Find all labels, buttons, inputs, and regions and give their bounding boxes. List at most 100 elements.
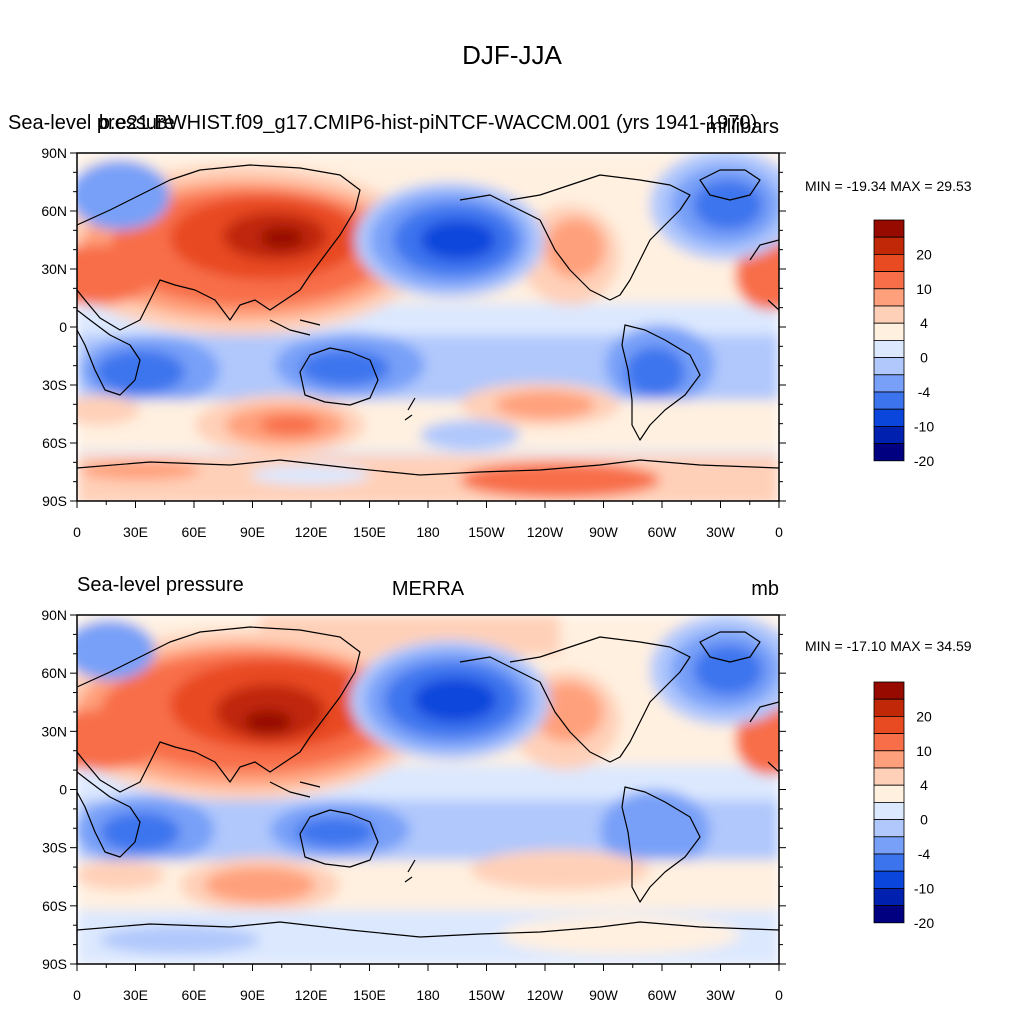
lon-tick-label: 0 <box>775 987 783 1003</box>
colorbar-label: 4 <box>920 777 928 793</box>
lon-tick-label: 60E <box>182 987 207 1003</box>
lon-tick-label: 90E <box>240 524 265 540</box>
panel1-left-title: Sea-level pressure <box>8 112 175 134</box>
lon-tick-label: 30E <box>123 987 148 1003</box>
panel2-units: mb <box>751 578 779 600</box>
colorbar-label: 4 <box>920 315 928 331</box>
lat-tick-label: 0 <box>59 319 67 335</box>
lat-tick-label: 60N <box>41 665 67 681</box>
colorbar-box <box>873 305 905 324</box>
colorbar-label: -10 <box>914 418 934 434</box>
lat-tick-label: 60S <box>42 898 67 914</box>
lon-tick-label: 120E <box>295 524 328 540</box>
colorbar-box <box>873 339 905 358</box>
colorbar-label: -20 <box>914 453 934 469</box>
lat-tick-label: 30S <box>42 377 67 393</box>
colorbar-box <box>873 784 905 803</box>
colorbar-label: -20 <box>914 915 934 931</box>
lon-tick-label: 150E <box>353 987 386 1003</box>
panel2-center-title: MERRA <box>391 578 465 600</box>
lon-tick-label: 120W <box>527 987 564 1003</box>
colorbar-box <box>873 888 905 907</box>
page-title: DJF-JJA <box>462 40 562 70</box>
lat-tick-label: 90S <box>42 956 67 972</box>
colorbar-label: -4 <box>918 846 931 862</box>
colorbar-box <box>873 219 905 238</box>
lat-tick-label: 30S <box>42 840 67 856</box>
panel1-units: millibars <box>705 116 779 138</box>
colorbar-label: 0 <box>920 812 928 828</box>
colorbar-label: -10 <box>914 880 934 896</box>
lon-tick-label: 120W <box>527 524 564 540</box>
lat-tick-label: 30N <box>41 261 67 277</box>
colorbar-box <box>873 681 905 700</box>
colorbar-box <box>873 236 905 255</box>
coastlines-1 <box>77 164 779 476</box>
colorbar-label: -4 <box>918 384 931 400</box>
colorbar-box <box>873 443 905 462</box>
panel2-left-title: Sea-level pressure <box>77 574 244 596</box>
colorbar-box <box>873 357 905 376</box>
colorbar-box <box>873 870 905 889</box>
panel2-minmax: MIN = -17.10 MAX = 34.59 <box>805 638 972 654</box>
colorbar-label: 0 <box>920 350 928 366</box>
lon-tick-label: 150W <box>468 524 505 540</box>
axes-layer: 0 30E 60E 90E 120E 150E 180 150W 120W 90W 60W 30W 09… <box>41 145 786 1003</box>
lon-tick-label: 60W <box>648 524 678 540</box>
panel1-center-title: b.e21.BWHIST.f09_g17.CMIP6-hist-piNTCF-W… <box>98 112 758 134</box>
colorbar-box <box>873 836 905 855</box>
colorbar-label: 10 <box>916 281 932 297</box>
colorbar-box <box>873 750 905 769</box>
colorbar-box <box>873 905 905 924</box>
colorbar-box <box>873 853 905 872</box>
legends-layer: 20 10 4 0 -4 -10 -20 20 10 4 0 -4 -10 -20 <box>873 219 934 931</box>
lat-tick-label: 90S <box>42 493 67 509</box>
lat-tick-label: 90N <box>41 145 67 161</box>
map-panel-2 <box>77 615 779 964</box>
coastlines-2 <box>77 626 779 938</box>
lon-tick-label: 30W <box>706 524 736 540</box>
colorbar-box <box>873 767 905 786</box>
colorbar-box <box>873 802 905 821</box>
colorbar-box <box>873 374 905 393</box>
lon-tick-label: 180 <box>416 524 440 540</box>
field-2 <box>77 615 779 964</box>
colorbar-box <box>873 716 905 735</box>
colorbar-box <box>873 425 905 444</box>
colorbar-box <box>873 253 905 272</box>
lon-tick-label: 0 <box>775 524 783 540</box>
colorbar-box <box>873 733 905 752</box>
lon-tick-label: 30E <box>123 524 148 540</box>
lon-tick-label: 60E <box>182 524 207 540</box>
colorbar-box <box>873 288 905 307</box>
lat-tick-label: 0 <box>59 782 67 798</box>
field-1 <box>77 153 779 501</box>
lat-tick-label: 60N <box>41 203 67 219</box>
colorbar-box <box>873 271 905 290</box>
lon-tick-label: 60W <box>648 987 678 1003</box>
colorbar-box <box>873 391 905 410</box>
lon-tick-label: 180 <box>416 987 440 1003</box>
colorbar-label: 10 <box>916 743 932 759</box>
lat-tick-label: 30N <box>41 723 67 739</box>
colorbar-box <box>873 698 905 717</box>
lon-tick-label: 90W <box>589 524 619 540</box>
lat-tick-label: 60S <box>42 435 67 451</box>
map-panel-1 <box>77 153 779 501</box>
lon-tick-label: 150W <box>468 987 505 1003</box>
colorbar-box <box>873 322 905 341</box>
lon-tick-label: 30W <box>706 987 736 1003</box>
lon-tick-label: 90W <box>589 987 619 1003</box>
panel1-minmax: MIN = -19.34 MAX = 29.53 <box>805 178 972 194</box>
colorbar-label: 20 <box>916 246 932 262</box>
lon-tick-label: 90E <box>240 987 265 1003</box>
lat-tick-label: 90N <box>41 607 67 623</box>
lon-tick-label: 0 <box>73 987 81 1003</box>
lon-tick-label: 0 <box>73 524 81 540</box>
colorbar-box <box>873 819 905 838</box>
colorbar-label: 20 <box>916 708 932 724</box>
lon-tick-label: 150E <box>353 524 386 540</box>
colorbar-box <box>873 408 905 427</box>
lon-tick-label: 120E <box>295 987 328 1003</box>
